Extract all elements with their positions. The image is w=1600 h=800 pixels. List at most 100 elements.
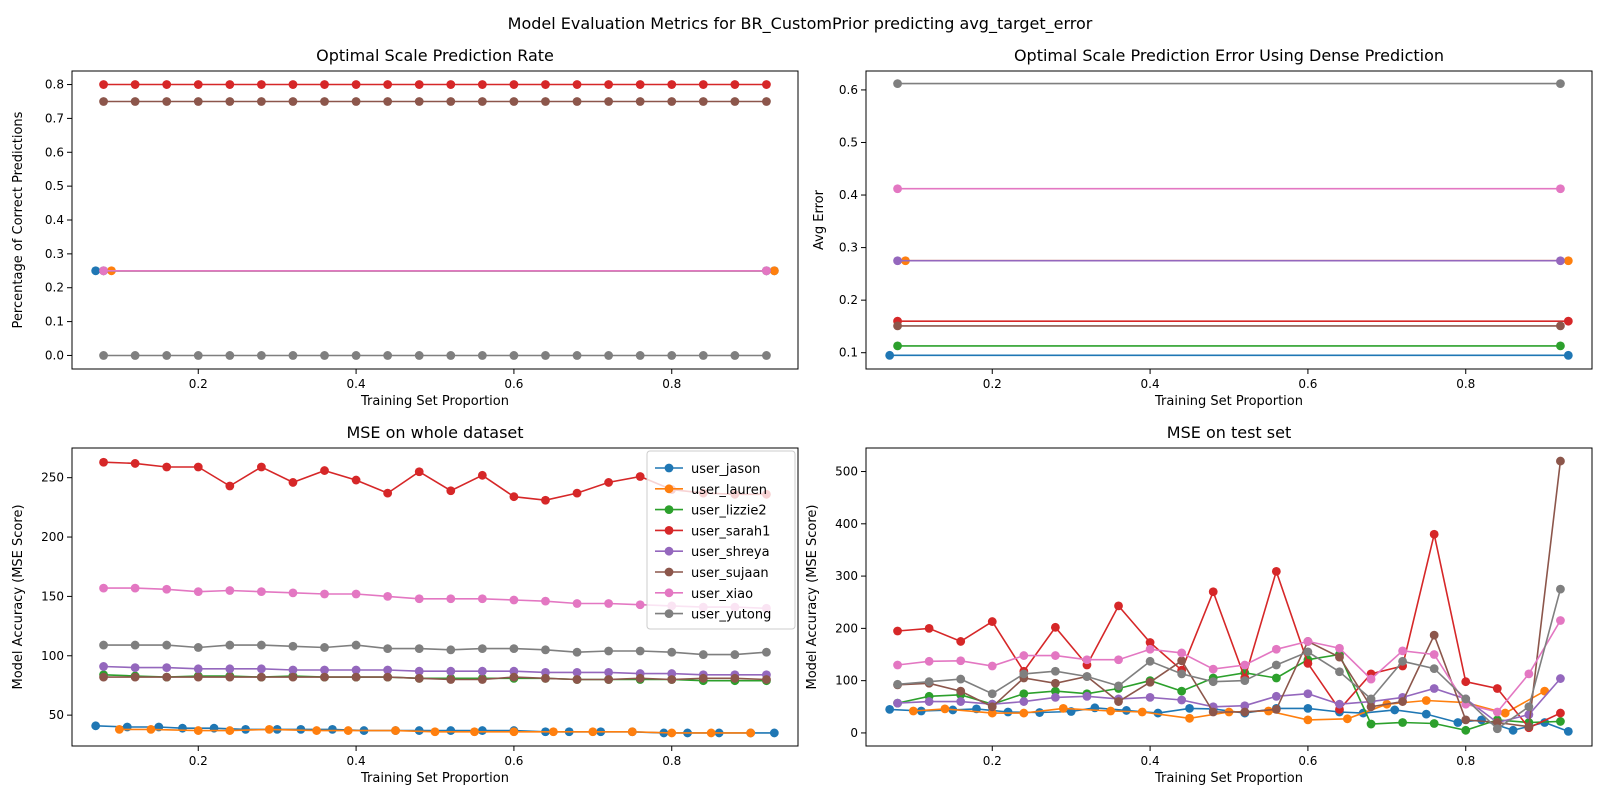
- data-point: [1271, 660, 1281, 670]
- data-point: [572, 647, 582, 657]
- data-point: [893, 679, 902, 689]
- data-point: [604, 599, 614, 608]
- data-point: [99, 97, 108, 106]
- x-tick-label: 0.2: [189, 754, 208, 768]
- data-point: [1185, 703, 1194, 713]
- data-point: [1342, 714, 1352, 724]
- y-tick-label: 0.5: [45, 179, 64, 193]
- data-point: [893, 184, 902, 194]
- data-point: [414, 594, 424, 604]
- data-point: [1019, 697, 1029, 706]
- data-point: [1429, 664, 1439, 674]
- data-point: [730, 351, 740, 360]
- series-line: [103, 676, 767, 681]
- x-tick-label: 0.4: [347, 754, 366, 768]
- y-axis-label: Model Accuracy (MSE Score): [11, 504, 26, 689]
- data-point: [635, 472, 645, 481]
- data-point: [225, 640, 235, 650]
- data-point: [635, 97, 645, 106]
- data-point: [1556, 584, 1565, 594]
- legend-item: user_yutong: [655, 608, 771, 623]
- data-point: [509, 644, 519, 654]
- data-point: [1145, 692, 1155, 702]
- data-point: [541, 596, 550, 606]
- data-point: [956, 637, 966, 646]
- data-point: [1019, 708, 1029, 718]
- series-user_sarah1: [893, 316, 1573, 326]
- panel-title: MSE on test set: [1167, 423, 1291, 442]
- data-point: [130, 583, 140, 593]
- data-point: [893, 698, 902, 708]
- data-point: [383, 80, 393, 89]
- series-user_sujaan: [99, 672, 771, 684]
- data-point: [446, 666, 456, 676]
- legend-marker: [664, 526, 674, 535]
- data-point: [1335, 667, 1344, 677]
- y-tick-label: 0.6: [45, 145, 64, 159]
- data-point: [383, 644, 393, 654]
- y-axis-label: Percentage of Correct Predictions: [11, 111, 26, 328]
- data-point: [383, 488, 393, 498]
- data-point: [667, 647, 677, 657]
- data-point: [572, 80, 582, 89]
- data-point: [588, 727, 598, 737]
- data-point: [1019, 689, 1029, 699]
- legend-marker: [664, 567, 674, 577]
- legend-label: user_xiao: [691, 587, 753, 602]
- data-point: [328, 724, 337, 734]
- data-point: [1050, 651, 1060, 660]
- data-point: [1421, 709, 1431, 719]
- data-point: [1264, 706, 1273, 716]
- data-point: [541, 80, 550, 89]
- data-point: [1335, 652, 1344, 662]
- data-point: [1240, 676, 1250, 686]
- data-point: [320, 589, 329, 599]
- data-point: [509, 80, 519, 89]
- data-point: [1185, 713, 1194, 723]
- data-point: [225, 351, 235, 360]
- data-point: [162, 640, 172, 650]
- data-point: [1556, 256, 1565, 266]
- data-point: [193, 351, 203, 360]
- data-point: [987, 702, 997, 712]
- data-point: [667, 80, 677, 89]
- data-point: [746, 728, 756, 738]
- legend-item: user_jason: [655, 462, 760, 477]
- data-point: [1366, 674, 1376, 684]
- data-point: [1271, 705, 1281, 714]
- data-point: [509, 672, 519, 682]
- data-point: [1556, 184, 1565, 194]
- data-point: [351, 475, 361, 485]
- data-point: [1050, 692, 1060, 702]
- data-point: [383, 351, 393, 360]
- legend-item: user_xiao: [655, 587, 753, 602]
- x-tick-label: 0.4: [347, 377, 366, 391]
- data-point: [893, 341, 902, 351]
- data-point: [635, 80, 645, 89]
- data-point: [225, 481, 235, 491]
- data-point: [635, 673, 645, 683]
- legend-item: user_shreya: [655, 545, 770, 560]
- data-point: [1035, 708, 1045, 717]
- data-point: [225, 97, 235, 106]
- data-point: [99, 640, 108, 650]
- data-point: [893, 321, 902, 331]
- data-point: [225, 664, 235, 674]
- y-tick-label: 150: [41, 589, 64, 603]
- data-point: [1177, 686, 1187, 696]
- panel-title: Optimal Scale Prediction Error Using Den…: [1014, 46, 1444, 65]
- data-point: [604, 351, 614, 360]
- data-point: [288, 97, 298, 106]
- y-tick-label: 0.4: [45, 213, 64, 227]
- legend-label: user_sarah1: [691, 524, 770, 539]
- data-point: [351, 640, 361, 650]
- data-point: [769, 728, 779, 738]
- data-point: [1500, 708, 1510, 718]
- data-point: [604, 478, 614, 487]
- series-line: [897, 534, 1561, 729]
- data-point: [162, 462, 172, 472]
- data-point: [893, 626, 902, 636]
- y-tick-label: 100: [835, 674, 858, 688]
- y-tick-label: 50: [49, 708, 64, 722]
- y-tick-label: 400: [835, 517, 858, 531]
